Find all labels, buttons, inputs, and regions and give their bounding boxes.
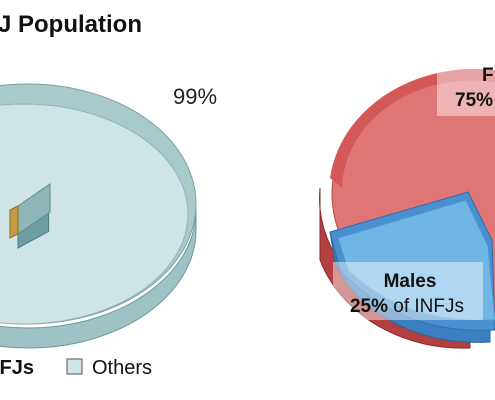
infj-slice-edge	[9, 205, 19, 239]
population-pie-depth	[0, 209, 197, 349]
males-label-bg	[333, 262, 483, 320]
legend-swatch-others	[66, 358, 83, 375]
females-label-head: F	[482, 65, 494, 86]
females-label-bg	[437, 64, 495, 116]
chart-title: J Population	[0, 11, 142, 38]
others-percent-label: 99%	[173, 84, 217, 109]
legend-label-others: Others	[92, 357, 152, 379]
males-label-pct: 25% of INFJs	[350, 296, 464, 317]
gender-pie-labels: F 75% Males 25% of INFJs	[333, 64, 495, 320]
males-label-head: Males	[384, 271, 437, 292]
others-slice	[0, 103, 189, 325]
population-pie-top	[0, 83, 197, 325]
females-slice-rim	[330, 68, 495, 188]
females-label-pct: 75%	[455, 90, 493, 111]
others-slice-side	[0, 209, 197, 349]
legend: IFJs Others	[0, 357, 152, 379]
infj-slice-group	[9, 183, 52, 249]
legend-label-infjs: IFJs	[0, 357, 34, 379]
population-pie	[0, 83, 197, 349]
gender-pie: F 75% Males 25% of INFJs	[319, 64, 495, 349]
gender-pie-top	[329, 68, 495, 331]
